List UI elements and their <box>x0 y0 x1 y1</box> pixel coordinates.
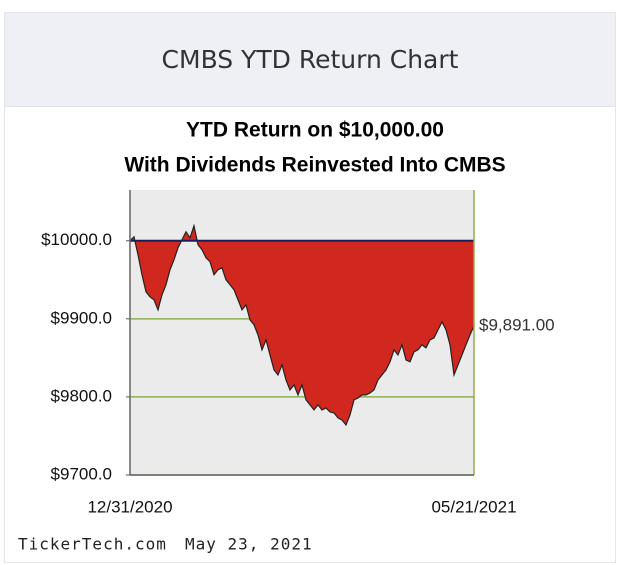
footer-date: May 23, 2021 <box>185 535 313 554</box>
x-tick-label: 12/31/2020 <box>87 497 172 516</box>
widget-title: CMBS YTD Return Chart <box>161 45 459 74</box>
widget-frame <box>4 12 616 563</box>
chart-subtitle: With Dividends Reinvested Into CMBS <box>124 154 505 177</box>
y-tick-label: $10000.0 <box>41 230 112 249</box>
footer-source: TickerTech.com <box>18 535 167 554</box>
x-tick-label: 05/21/2021 <box>431 497 516 516</box>
y-tick-label: $9700.0 <box>51 464 112 483</box>
widget-header: CMBS YTD Return Chart <box>5 13 615 107</box>
chart-title: YTD Return on $10,000.00 <box>186 119 444 142</box>
area <box>130 225 474 425</box>
value-label: $9,891.00 <box>479 315 555 334</box>
y-tick-label: $9900.0 <box>51 308 112 327</box>
y-tick-label: $9800.0 <box>51 386 112 405</box>
line <box>129 223 475 427</box>
